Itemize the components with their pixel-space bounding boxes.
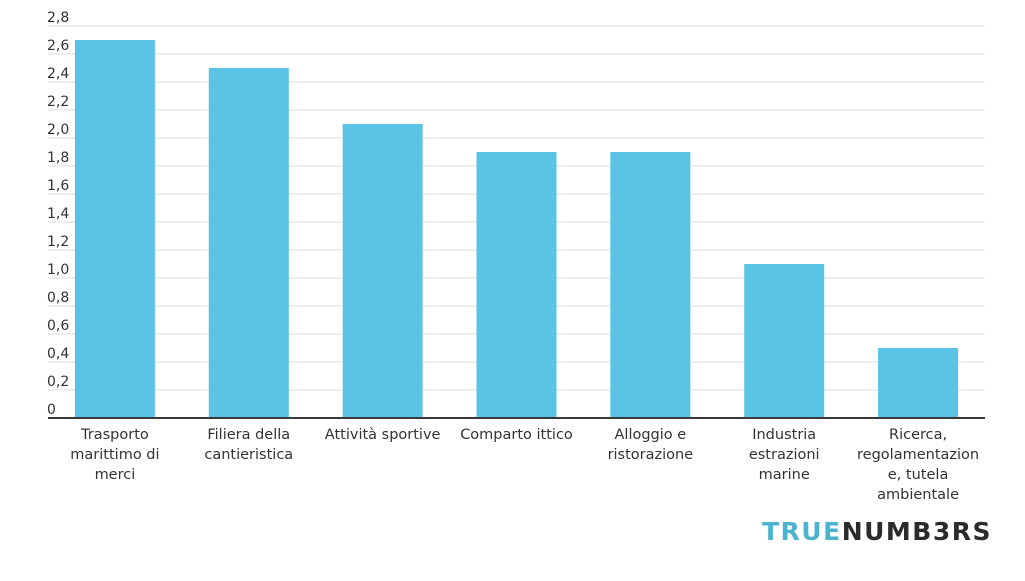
y-axis-ticks: 0 0,2 0,4 0,6 0,8 1,0 1,2 1,4 1,6 1,8 2,0 2,2 2,4 2,6… bbox=[47, 10, 69, 418]
x-category-label: Filiera della cantieristica bbox=[204, 427, 293, 463]
bar bbox=[476, 152, 557, 418]
y-tick-label: 2,6 bbox=[47, 38, 69, 54]
y-tick-label: 1,4 bbox=[47, 206, 69, 222]
x-category-label: Industria estrazioni marine bbox=[749, 427, 820, 483]
bars bbox=[74, 40, 959, 418]
y-tick-label: 2,2 bbox=[47, 94, 69, 110]
y-tick-label: 2,8 bbox=[47, 10, 69, 26]
logo-part-numbers: NUMB3RS bbox=[841, 517, 992, 546]
x-category-label: Comparto ittico bbox=[460, 427, 573, 443]
y-tick-label: 2,4 bbox=[47, 66, 69, 82]
truenumbers-logo: TRUENUMB3RS bbox=[762, 517, 992, 546]
bar bbox=[744, 264, 825, 418]
y-tick-label: 0,4 bbox=[47, 346, 69, 362]
y-tick-label: 1,8 bbox=[47, 150, 69, 166]
x-category-label: Alloggio e ristorazione bbox=[608, 427, 694, 463]
logo-part-true: TRUE bbox=[762, 517, 842, 546]
x-category-label: Trasporto marittimo di merci bbox=[70, 427, 159, 483]
bar bbox=[208, 68, 289, 418]
bar bbox=[610, 152, 691, 418]
y-tick-label: 1,2 bbox=[47, 234, 69, 250]
x-category-label: Attività sportive bbox=[325, 427, 441, 443]
x-axis-labels: Trasporto marittimo di merci Filiera della c… bbox=[70, 427, 979, 503]
y-tick-label: 2,0 bbox=[47, 122, 69, 138]
y-tick-label: 0,8 bbox=[47, 290, 69, 306]
y-tick-label: 0 bbox=[47, 402, 56, 418]
y-tick-label: 1,0 bbox=[47, 262, 69, 278]
x-category-label: Ricerca, regolamentazion e, tutela ambienta… bbox=[857, 427, 979, 503]
bar bbox=[878, 348, 959, 418]
y-tick-label: 0,2 bbox=[47, 374, 69, 390]
bar bbox=[74, 40, 155, 418]
y-tick-label: 0,6 bbox=[47, 318, 69, 334]
y-tick-label: 1,6 bbox=[47, 178, 69, 194]
bar bbox=[342, 124, 423, 418]
